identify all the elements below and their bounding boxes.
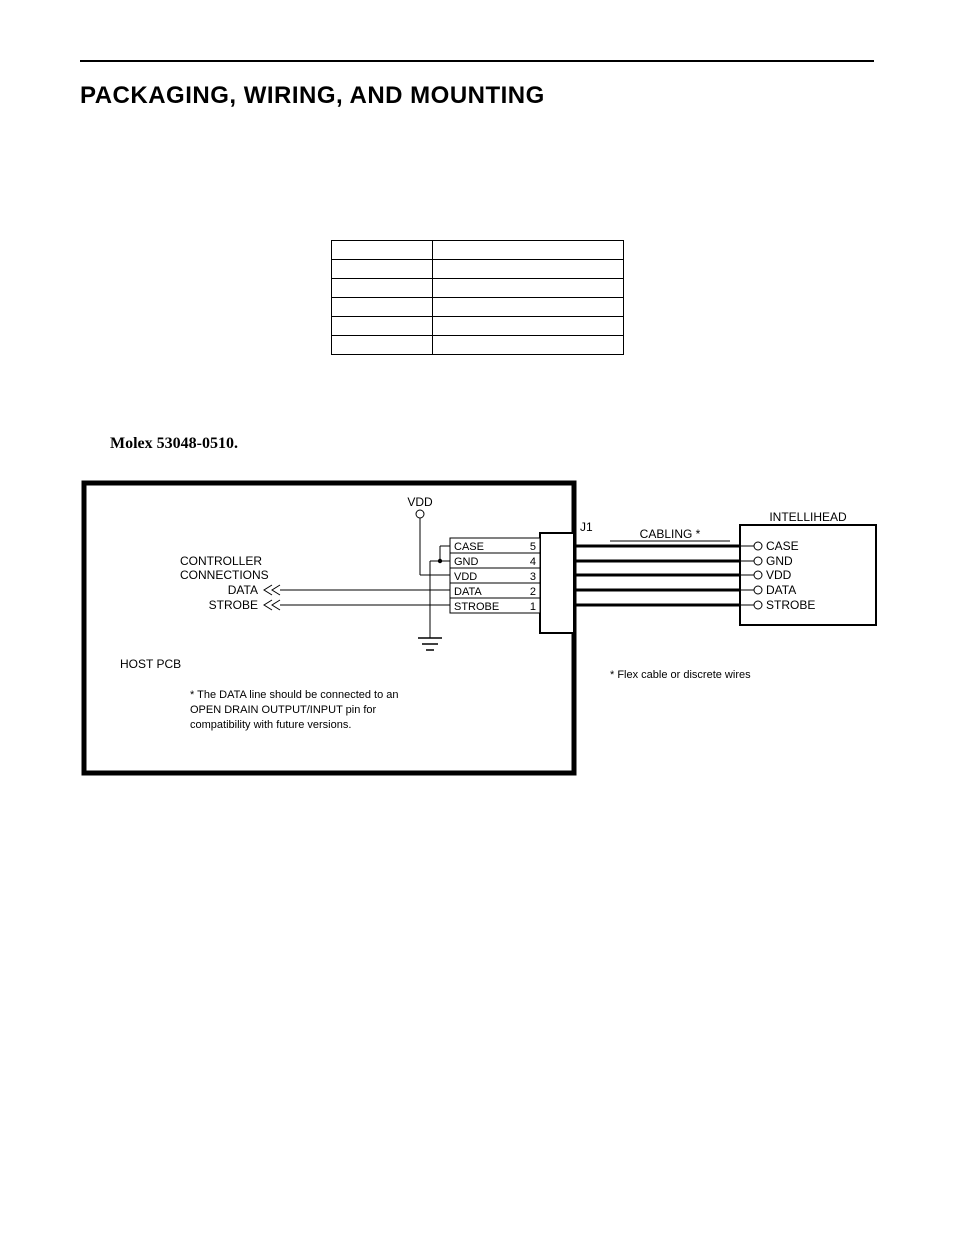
footnote-cable: * Flex cable or discrete wires [610, 669, 751, 681]
table-row [331, 241, 623, 260]
ih-pin-label: CASE [766, 539, 799, 553]
ih-pin-label: VDD [766, 568, 792, 582]
pin-num: 2 [530, 586, 536, 598]
pin-name: VDD [454, 571, 477, 583]
strobe-signal-label: STROBE [209, 598, 258, 612]
table-row [331, 336, 623, 355]
ih-pin-label: GND [766, 554, 793, 568]
cabling-wires [574, 546, 750, 605]
cabling-label: CABLING * [640, 527, 701, 541]
pin-name: GND [454, 556, 479, 568]
table-row [331, 317, 623, 336]
ih-pin-label: STROBE [766, 598, 815, 612]
controller-label-line2: CONNECTIONS [180, 568, 269, 582]
vdd-label: VDD [407, 495, 433, 509]
pin-num: 1 [530, 601, 536, 613]
j1-label: J1 [580, 520, 593, 534]
wiring-diagram: J1 CASE GND VDD DATA STROBE 5 4 3 2 1 VD… [80, 473, 880, 783]
footnote-host-line3: compatibility with future versions. [190, 719, 351, 731]
j1-pin-block: CASE GND VDD DATA STROBE 5 4 3 2 1 [450, 538, 540, 613]
section-title: PACKAGING, WIRING, AND MOUNTING [80, 82, 874, 110]
controller-label-line1: CONTROLLER [180, 554, 262, 568]
connector-part-number: Molex 53048-0510. [110, 435, 874, 453]
footnote-host-line2: OPEN DRAIN OUTPUT/INPUT pin for [190, 704, 377, 716]
pin-name: STROBE [454, 601, 499, 613]
pin-num: 3 [530, 571, 536, 583]
pin-num: 4 [530, 556, 536, 568]
table-row [331, 279, 623, 298]
pin-num: 5 [530, 541, 536, 553]
pin-name: CASE [454, 541, 484, 553]
pin-table [331, 240, 624, 355]
page: PACKAGING, WIRING, AND MOUNTING Molex 53… [0, 0, 954, 1235]
table-row [331, 260, 623, 279]
footnote-host-line1: * The DATA line should be connected to a… [190, 689, 399, 701]
pin-name: DATA [454, 586, 482, 598]
ih-pin-label: DATA [766, 583, 796, 597]
table-row [331, 298, 623, 317]
vdd-open-terminal-icon [416, 510, 424, 518]
host-pcb-label: HOST PCB [120, 657, 181, 671]
intellihead-label: INTELLIHEAD [769, 510, 847, 524]
connector-j1-body [540, 533, 574, 633]
top-rule [80, 60, 874, 62]
data-signal-label: DATA [228, 583, 258, 597]
